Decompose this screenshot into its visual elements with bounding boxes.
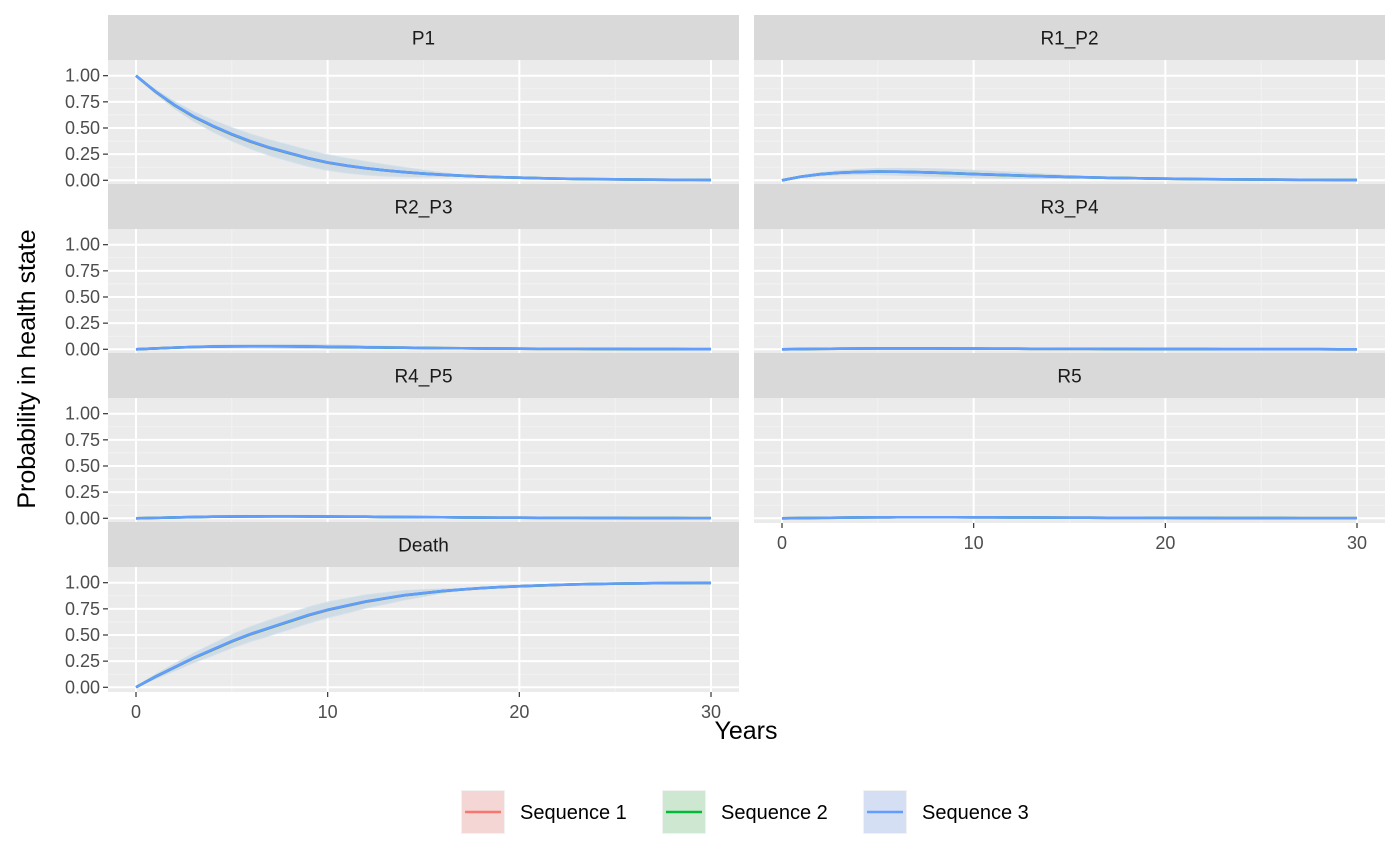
ribbon-sequence-3 [136,75,711,180]
x-tick-label: 0 [777,533,787,553]
x-tick-label: 30 [1347,533,1367,553]
y-tick-label: 0.75 [65,92,100,112]
facet-title: R5 [1057,367,1081,388]
facet-strip [108,522,739,567]
x-tick-label: 20 [1155,533,1175,553]
legend-label: Sequence 1 [520,802,627,824]
y-tick-label: 0.00 [65,508,100,528]
facet-strip [754,353,1385,398]
y-tick-label: 0.25 [65,651,100,671]
legend-item-sequence-1: Sequence 1 [461,790,627,834]
facet-strip [108,15,739,60]
y-tick-label: 0.50 [65,625,100,645]
y-tick-label: 0.50 [65,287,100,307]
legend-item-sequence-3: Sequence 3 [863,790,1029,834]
series-line-sequence-3 [135,74,712,182]
y-tick-label: 0.25 [65,482,100,502]
legend-item-sequence-2: Sequence 2 [662,790,828,834]
series-line-sequence-3 [135,344,712,351]
facet-panel-r4_p5: R4_P5 0.00 0.25 0.50 0.75 1.00 [65,353,739,528]
x-tick-label: 20 [509,702,529,722]
facet-panels: P1 0.00 0.25 0.50 0.75 1.00 R1_P2 R2_P3 0.00 0.25… [65,15,1385,722]
facet-panel-r1_p2: R1_P2 [754,15,1385,185]
legend-label: Sequence 2 [721,802,828,824]
facet-strip [108,184,739,229]
x-tick-label: 10 [964,533,984,553]
legend-label: Sequence 3 [922,802,1029,824]
facet-strip [754,15,1385,60]
facet-title: R4_P5 [394,367,452,388]
series-line-sequence-3 [781,515,1358,520]
legend: Sequence 1 Sequence 2 Sequence 3 [461,790,1029,834]
facet-panel-r3_p4: R3_P4 [754,184,1385,354]
facet-strip [108,353,739,398]
series-line-sequence-3 [135,581,712,689]
facet-title: R1_P2 [1040,29,1098,50]
facet-panel-p1: P1 0.00 0.25 0.50 0.75 1.00 [65,15,739,190]
facet-title: R2_P3 [394,198,452,219]
ribbon-sequence-3 [782,167,1357,181]
facet-panel-r2_p3: R2_P3 0.00 0.25 0.50 0.75 1.00 [65,184,739,359]
facet-strip [754,184,1385,229]
y-tick-label: 0.25 [65,144,100,164]
y-tick-label: 0.00 [65,170,100,190]
series-line-sequence-3 [781,347,1357,351]
x-axis-title: Years [714,717,777,745]
x-tick-label: 0 [131,702,141,722]
facet-title: P1 [412,29,435,50]
x-tick-label: 30 [701,702,721,722]
y-axis-title: Probability in health state [13,229,41,508]
series-line-sequence-3 [781,170,1358,182]
x-tick-label: 10 [318,702,338,722]
series-line-sequence-3 [135,515,712,520]
facet-panel-death: Death 0.00 0.25 0.50 0.75 1.00 0 10 20 30 [65,522,739,722]
y-tick-label: 0.25 [65,313,100,333]
facet-title: Death [398,536,449,557]
y-tick-label: 0.75 [65,430,100,450]
y-tick-label: 1.00 [65,573,100,593]
facet-panel-r5: R5 0 10 20 30 [754,353,1385,553]
y-tick-label: 1.00 [65,235,100,255]
y-tick-label: 0.00 [65,677,100,697]
facet-title: R3_P4 [1040,198,1099,219]
y-tick-label: 0.50 [65,456,100,476]
y-tick-label: 0.00 [65,339,100,359]
y-tick-label: 1.00 [65,66,100,86]
y-tick-label: 0.75 [65,599,100,619]
y-tick-label: 1.00 [65,404,100,424]
y-tick-label: 0.50 [65,118,100,138]
y-tick-label: 0.75 [65,261,100,281]
